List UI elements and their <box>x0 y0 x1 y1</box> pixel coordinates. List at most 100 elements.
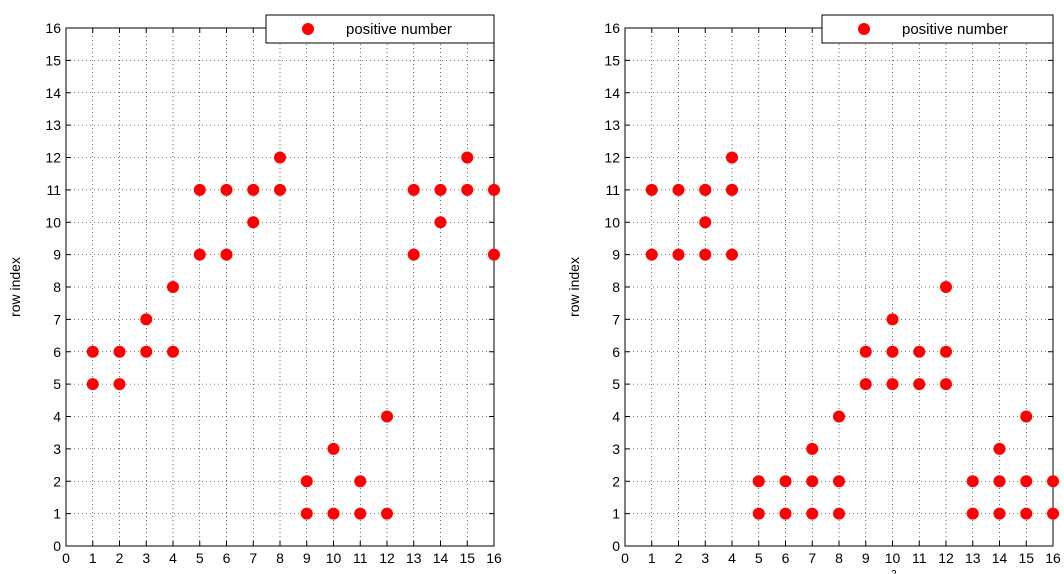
y-tick-label: 8 <box>612 279 620 295</box>
data-point <box>461 151 474 164</box>
y-tick-label: 1 <box>53 506 61 522</box>
data-point <box>300 475 313 488</box>
data-point <box>247 183 260 196</box>
x-axis-label: column index of L2 <box>781 569 897 574</box>
x-tick-label: 13 <box>965 550 981 566</box>
data-point <box>274 151 286 164</box>
data-point <box>806 442 819 455</box>
y-tick-label: 0 <box>53 538 61 554</box>
data-point <box>167 345 179 358</box>
x-tick-label: 2 <box>675 550 683 566</box>
x-tick-label: 2 <box>116 550 124 566</box>
data-point <box>672 248 685 261</box>
y-tick-label: 3 <box>612 441 620 457</box>
data-point <box>806 475 819 488</box>
data-point <box>167 281 179 293</box>
x-tick-label: 9 <box>862 550 870 566</box>
data-point <box>645 248 658 261</box>
data-point <box>886 378 899 391</box>
x-tick-label: 14 <box>433 550 449 566</box>
y-tick-label: 5 <box>53 376 61 392</box>
y-tick-label: 7 <box>612 311 620 327</box>
x-tick-label: 5 <box>196 550 204 566</box>
y-tick-label: 16 <box>604 20 620 36</box>
data-point <box>327 507 340 520</box>
x-tick-label: 15 <box>1018 550 1034 566</box>
y-tick-label: 14 <box>604 85 620 101</box>
y-tick-label: 4 <box>612 409 620 425</box>
x-tick-label: 10 <box>326 550 342 566</box>
y-tick-label: 11 <box>605 182 620 198</box>
data-point <box>407 248 420 261</box>
x-tick-label: 12 <box>379 550 395 566</box>
legend-label: positive number <box>902 21 1008 38</box>
y-tick-label: 9 <box>53 247 61 263</box>
x-tick-label: 13 <box>406 550 422 566</box>
x-tick-label: 14 <box>992 550 1008 566</box>
data-point <box>434 216 447 229</box>
x-tick-label: 16 <box>1045 550 1061 566</box>
x-tick-label: 4 <box>728 550 736 566</box>
data-point <box>833 475 845 488</box>
y-tick-label: 6 <box>53 344 61 360</box>
x-tick-label: 4 <box>169 550 177 566</box>
data-point <box>966 507 979 520</box>
y-tick-label: 2 <box>53 473 61 489</box>
y-tick-label: 16 <box>45 20 61 36</box>
data-point <box>193 183 206 196</box>
data-point <box>193 248 206 261</box>
x-tick-label: 5 <box>755 550 763 566</box>
data-point <box>966 475 979 488</box>
x-axis-label: column index of L <box>225 571 335 574</box>
data-point <box>113 345 126 358</box>
data-point <box>220 183 233 196</box>
x-tick-label: 12 <box>938 550 954 566</box>
data-point <box>672 183 685 196</box>
y-tick-label: 10 <box>604 214 620 230</box>
y-axis-label: row index <box>7 257 23 317</box>
x-tick-label: 6 <box>782 550 790 566</box>
y-tick-label: 12 <box>604 150 620 166</box>
data-point <box>886 313 899 326</box>
x-tick-label: 0 <box>621 550 629 566</box>
data-point <box>913 378 926 391</box>
y-tick-label: 13 <box>604 117 620 133</box>
data-point <box>859 345 872 358</box>
y-tick-label: 1 <box>612 506 620 522</box>
data-point <box>993 442 1006 455</box>
x-tick-label: 3 <box>701 550 709 566</box>
data-point <box>86 378 99 391</box>
y-tick-label: 5 <box>612 376 620 392</box>
data-point <box>913 345 926 358</box>
chart-2: 0 1 2 3 4 5 6 7 8 9 10 11 12 13 14 15 160123456789101112… <box>566 14 1061 574</box>
data-point <box>833 507 845 520</box>
x-axis-label-text: column index of L <box>225 571 335 574</box>
data-point <box>726 151 738 164</box>
data-point <box>726 183 738 196</box>
data-point <box>1020 475 1033 488</box>
x-tick-label: 16 <box>486 550 502 566</box>
data-point <box>488 183 500 196</box>
data-point <box>354 475 367 488</box>
x-tick-label: 1 <box>89 550 97 566</box>
y-tick-label: 10 <box>45 214 61 230</box>
data-point <box>859 378 872 391</box>
y-tick-label: 9 <box>612 247 620 263</box>
data-point <box>726 248 738 261</box>
data-point <box>993 507 1006 520</box>
x-tick-label: 0 <box>62 550 70 566</box>
x-tick-label: 9 <box>303 550 311 566</box>
x-tick-label: 3 <box>142 550 150 566</box>
data-point <box>407 183 420 196</box>
data-point <box>1020 507 1033 520</box>
data-point <box>1020 410 1033 423</box>
data-point <box>140 313 153 326</box>
y-tick-label: 14 <box>45 85 61 101</box>
data-point <box>993 475 1006 488</box>
x-tick-label: 6 <box>223 550 231 566</box>
data-point <box>940 281 952 293</box>
y-tick-label: 11 <box>46 182 61 198</box>
data-point <box>274 183 286 196</box>
data-point <box>1047 507 1059 520</box>
